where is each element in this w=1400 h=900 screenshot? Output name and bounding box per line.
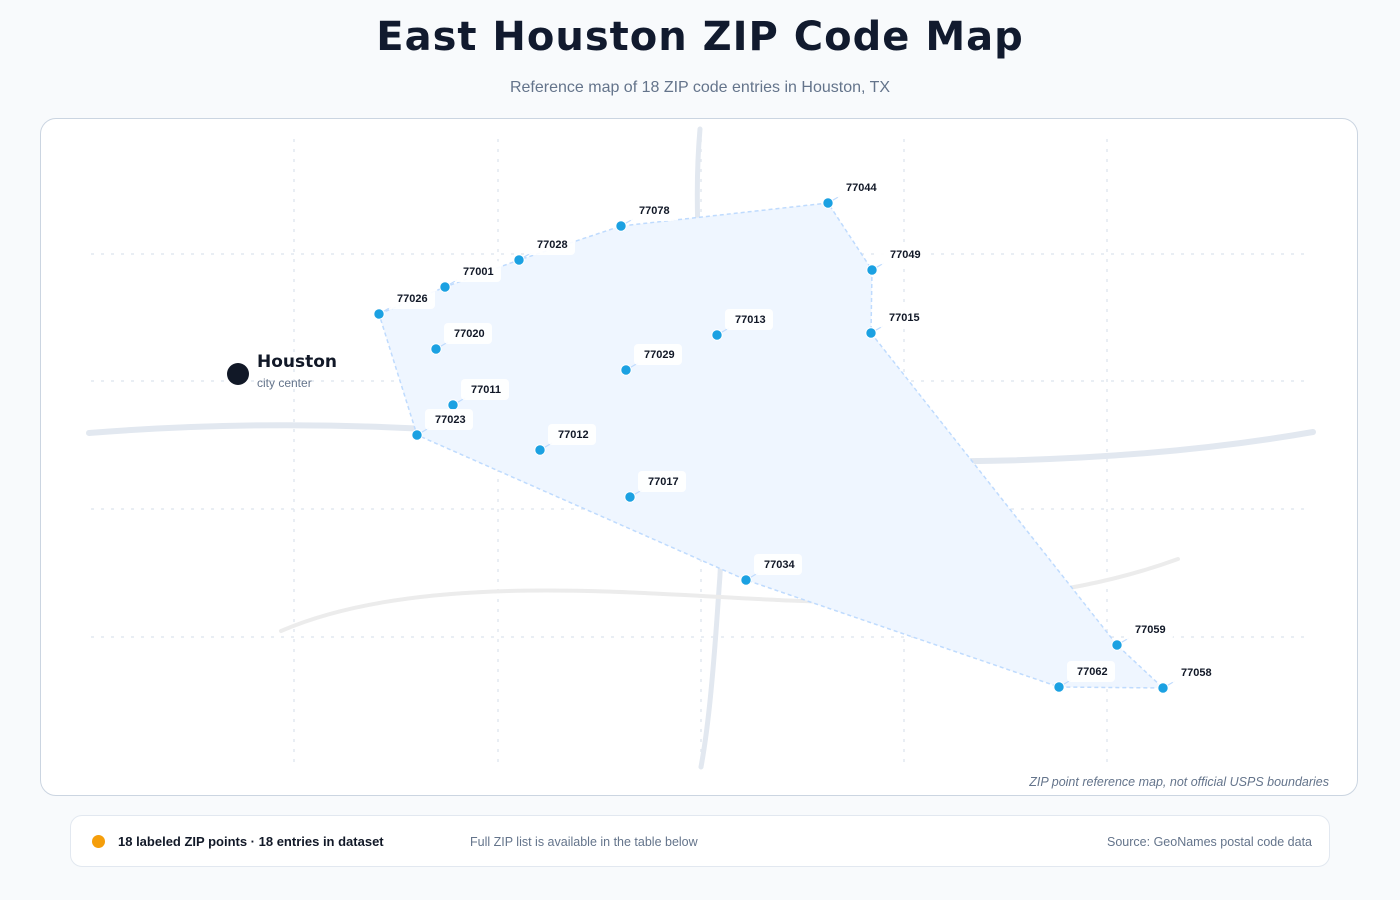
zip-label-background (548, 424, 596, 445)
zip-point-77026[interactable]: 77026 (373, 288, 435, 320)
city-name-label: Houston (257, 352, 337, 372)
map-subtitle: Reference map of 18 ZIP code entries in … (509, 79, 891, 96)
zip-point-marker[interactable] (411, 429, 423, 441)
zip-point-marker[interactable] (513, 254, 525, 266)
zip-point-77015[interactable]: 77015 (865, 307, 927, 339)
zip-point-marker[interactable] (620, 364, 632, 376)
zip-label: 77012 (558, 429, 589, 441)
map-panel[interactable]: Houston city center 77078 77044 77028 77049 7… (40, 118, 1358, 796)
zip-point-77012[interactable]: 77012 (534, 424, 596, 456)
city-center-dot (227, 363, 249, 385)
zip-label: 77011 (471, 384, 501, 396)
zip-label: 77059 (1135, 624, 1166, 636)
zip-point-77044[interactable]: 77044 (822, 177, 884, 209)
zip-label-background (527, 234, 575, 255)
zip-point-marker[interactable] (1111, 639, 1123, 651)
zip-label-background (879, 307, 927, 328)
zip-point-77059[interactable]: 77059 (1111, 619, 1173, 651)
zip-label: 77023 (435, 414, 466, 426)
city-sublabel: city center (257, 376, 312, 390)
data-source: Source: GeoNames postal code data (1107, 835, 1312, 849)
zip-point-marker[interactable] (430, 343, 442, 355)
map-grid (91, 139, 1309, 769)
zip-label-background (453, 261, 501, 282)
zip-label: 77001 (463, 266, 494, 278)
zip-label: 77015 (889, 312, 920, 324)
zip-label-background (836, 177, 884, 198)
map-disclaimer: ZIP point reference map, not official US… (1029, 775, 1329, 789)
zip-label: 77044 (846, 182, 877, 194)
zip-point-marker[interactable] (865, 327, 877, 339)
zip-label-background (1067, 661, 1115, 682)
zip-label: 77026 (397, 293, 428, 305)
zip-point-77078[interactable]: 77078 (615, 200, 677, 232)
zip-point-77011[interactable]: 77011 (447, 379, 509, 411)
zip-label: 77020 (454, 328, 485, 340)
zip-point-marker[interactable] (624, 491, 636, 503)
zip-label-background (880, 244, 928, 265)
legend-dot (92, 835, 105, 848)
zip-point-77049[interactable]: 77049 (866, 244, 928, 276)
zip-label-background (634, 344, 682, 365)
zip-point-marker[interactable] (447, 399, 459, 411)
zip-label: 77062 (1077, 666, 1108, 678)
table-note: Full ZIP list is available in the table … (470, 835, 698, 849)
zip-point-marker[interactable] (615, 220, 627, 232)
zip-point-marker[interactable] (711, 329, 723, 341)
zip-point-marker[interactable] (866, 264, 878, 276)
map-title: East Houston ZIP Code Map (376, 14, 1024, 60)
zip-label-background (725, 309, 773, 330)
zip-point-77058[interactable]: 77058 (1157, 662, 1219, 694)
zip-points: 77078 77044 77028 77049 77001 77026 77013 77015… (373, 177, 1219, 694)
zip-point-77001[interactable]: 77001 (439, 261, 501, 293)
zip-label-background (387, 288, 435, 309)
zip-label: 77058 (1181, 667, 1212, 679)
zip-point-77029[interactable]: 77029 (620, 344, 682, 376)
zip-count-label: 18 labeled ZIP points · 18 entries in da… (118, 834, 384, 849)
zip-label: 77078 (639, 205, 670, 217)
zip-label-background (629, 200, 677, 221)
zip-point-77034[interactable]: 77034 (740, 554, 802, 586)
zip-point-marker[interactable] (1053, 681, 1065, 693)
zip-point-marker[interactable] (534, 444, 546, 456)
zip-point-marker[interactable] (822, 197, 834, 209)
zip-point-77013[interactable]: 77013 (711, 309, 773, 341)
zip-label-background (1171, 662, 1219, 683)
zip-point-marker[interactable] (740, 574, 752, 586)
zip-label: 77013 (735, 314, 766, 326)
map-footer: 18 labeled ZIP points · 18 entries in da… (70, 815, 1330, 867)
zip-label-background (444, 323, 492, 344)
zip-label: 77034 (764, 559, 795, 571)
zip-point-marker[interactable] (373, 308, 385, 320)
zip-point-marker[interactable] (1157, 682, 1169, 694)
zip-point-77028[interactable]: 77028 (513, 234, 575, 266)
zip-label-background (638, 471, 686, 492)
zip-point-77020[interactable]: 77020 (430, 323, 492, 355)
city-center-marker[interactable]: Houston city center (227, 352, 337, 390)
zip-label-background (461, 379, 509, 400)
zip-label-background (754, 554, 802, 575)
zip-label: 77049 (890, 249, 921, 261)
zip-label: 77017 (648, 476, 679, 488)
zip-label-background (1125, 619, 1173, 640)
zip-label-background (425, 409, 473, 430)
zip-label: 77028 (537, 239, 568, 251)
zip-point-77023[interactable]: 77023 (411, 409, 473, 441)
zip-point-77062[interactable]: 77062 (1053, 661, 1115, 693)
zip-label: 77029 (644, 349, 675, 361)
zip-point-marker[interactable] (439, 281, 451, 293)
zip-point-77017[interactable]: 77017 (624, 471, 686, 503)
